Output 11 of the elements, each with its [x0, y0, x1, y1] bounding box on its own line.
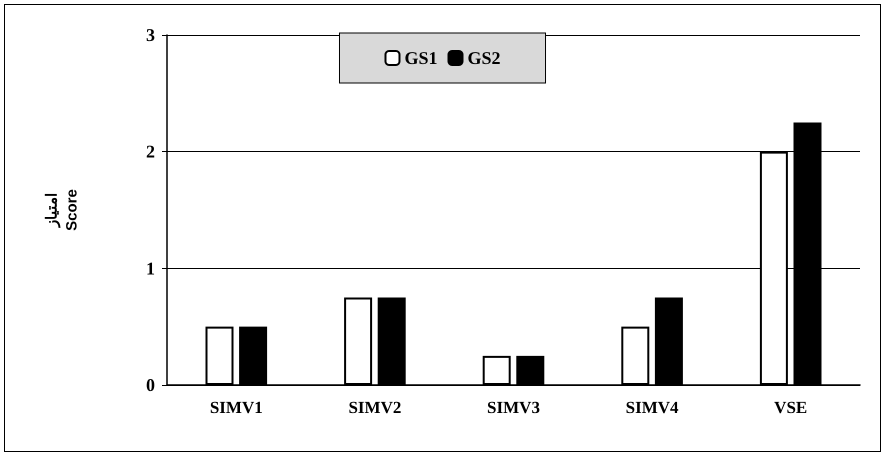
x-tick-label: SIMV2	[348, 398, 402, 417]
legend-label: GS1	[404, 48, 438, 68]
x-tick-label: SIMV4	[626, 398, 680, 417]
y-tick-label: 0	[146, 375, 155, 395]
y-tick-label: 1	[146, 258, 155, 278]
y-tick-label: 2	[146, 142, 155, 162]
legend-label: GS2	[468, 48, 501, 68]
x-tick-label: VSE	[774, 398, 808, 417]
x-tick-label: SIMV1	[210, 398, 263, 417]
x-tick-label: SIMV3	[487, 398, 540, 417]
y-tick-label: 3	[146, 25, 155, 45]
